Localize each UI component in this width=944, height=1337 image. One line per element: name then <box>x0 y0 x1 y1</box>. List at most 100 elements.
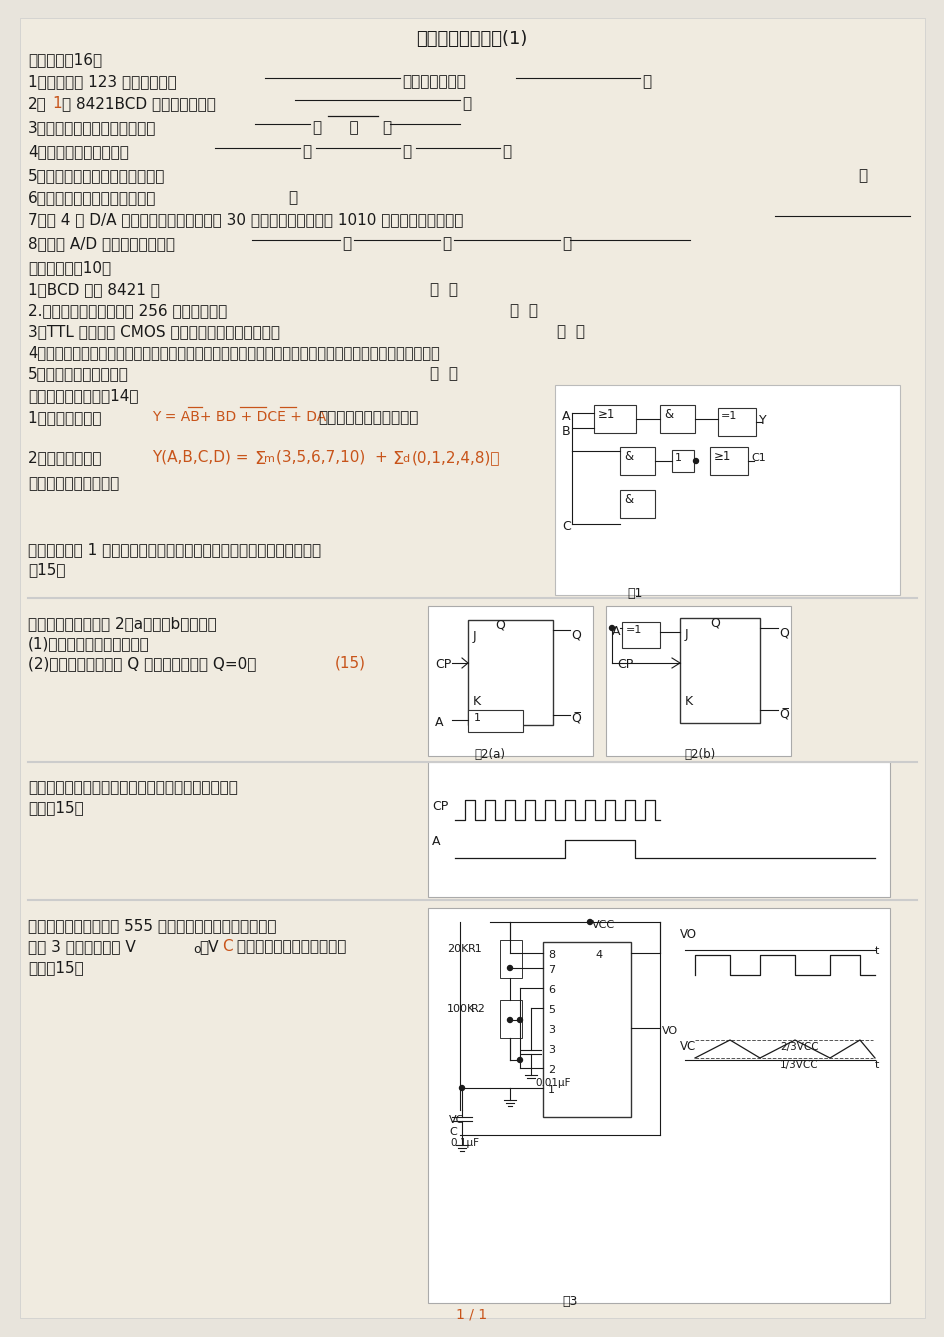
Bar <box>605 606 790 755</box>
Text: 1 / 1: 1 / 1 <box>456 1308 487 1322</box>
Text: (15): (15) <box>334 656 365 671</box>
Text: VO: VO <box>662 1025 678 1036</box>
Bar <box>621 622 659 648</box>
Text: Q: Q <box>495 618 504 631</box>
Bar <box>594 405 635 433</box>
Text: 七．用集成电路定时器 555 所构成的自激多谐振荡器电路: 七．用集成电路定时器 555 所构成的自激多谐振荡器电路 <box>28 919 277 933</box>
Text: R2: R2 <box>470 1004 485 1013</box>
Text: 5．描述触发器逻辑功能的方法有: 5．描述触发器逻辑功能的方法有 <box>28 168 165 183</box>
Text: （  ）: （ ） <box>430 366 458 381</box>
Text: 0.01μF: 0.01μF <box>534 1078 570 1088</box>
Text: ≥1: ≥1 <box>598 408 615 421</box>
Text: o: o <box>193 943 200 956</box>
Circle shape <box>459 1086 464 1091</box>
Text: A: A <box>434 717 443 729</box>
Bar <box>659 405 694 433</box>
Text: 五．触发器电路如图 2（a），（b）所示，: 五．触发器电路如图 2（a），（b）所示， <box>28 616 216 631</box>
Text: 六．试用触发器和门电路设计一个同步的五进制计数: 六．试用触发器和门电路设计一个同步的五进制计数 <box>28 779 238 796</box>
Text: （15）: （15） <box>28 562 65 578</box>
Text: B: B <box>562 425 570 439</box>
Bar <box>619 447 654 475</box>
Text: 6: 6 <box>548 985 554 995</box>
Text: 2/3VCC: 2/3VCC <box>779 1042 818 1052</box>
Text: Σ: Σ <box>392 451 403 468</box>
Text: t: t <box>874 947 879 956</box>
Text: VC: VC <box>448 1115 464 1124</box>
Text: 。: 。 <box>381 120 391 135</box>
Text: 图3: 图3 <box>562 1296 577 1308</box>
Text: 4．三态门的工作状态是: 4．三态门的工作状态是 <box>28 144 128 159</box>
Text: Q: Q <box>709 616 719 630</box>
Text: 二．判断题（10）: 二．判断题（10） <box>28 259 111 275</box>
Bar <box>499 940 521 977</box>
Bar <box>543 943 631 1116</box>
Text: 图2(b): 图2(b) <box>683 747 715 761</box>
Text: 1: 1 <box>548 1086 554 1095</box>
Text: Q̅: Q̅ <box>778 709 788 721</box>
Text: CP: CP <box>616 658 632 671</box>
Text: C: C <box>562 520 570 533</box>
Text: (0,1,2,4,8)，: (0,1,2,4,8)， <box>412 451 500 465</box>
Circle shape <box>693 459 698 464</box>
Text: 2: 2 <box>548 1066 554 1075</box>
Text: 是 8421BCD 码，其十进制为: 是 8421BCD 码，其十进制为 <box>62 96 215 111</box>
Text: 0.1μF: 0.1μF <box>449 1138 479 1148</box>
Text: (2)对应给定波形画出 Q 端波形（设初态 Q=0）: (2)对应给定波形画出 Q 端波形（设初态 Q=0） <box>28 656 256 671</box>
Text: 8．实现 A/D 转换的主要方法有: 8．实现 A/D 转换的主要方法有 <box>28 237 175 251</box>
Text: (1)写出触发器的次态方程；: (1)写出触发器的次态方程； <box>28 636 149 651</box>
Text: 2．: 2． <box>28 96 46 111</box>
Text: Y: Y <box>758 414 766 427</box>
Bar <box>428 762 889 897</box>
Text: 。: 。 <box>462 96 471 111</box>
Text: VCC: VCC <box>591 920 615 931</box>
Text: 2.八位二进制数可以表示 256 种不同状态。: 2.八位二进制数可以表示 256 种不同状态。 <box>28 303 227 318</box>
Text: 数字电子技术试卷(1): 数字电子技术试卷(1) <box>416 29 527 48</box>
Text: （  ）: （ ） <box>430 282 458 297</box>
Text: 1: 1 <box>674 453 682 463</box>
Text: VO: VO <box>680 928 697 941</box>
Text: m: m <box>263 455 275 464</box>
Text: &: & <box>623 493 632 505</box>
Text: 率。（15）: 率。（15） <box>28 960 84 975</box>
Bar <box>709 447 748 475</box>
Text: ，: ， <box>312 120 321 135</box>
Text: =1: =1 <box>625 624 642 635</box>
Text: 1．十进制数 123 的二进制数是: 1．十进制数 123 的二进制数是 <box>28 74 177 90</box>
Text: 1．用公式法化简: 1．用公式法化简 <box>28 410 107 425</box>
Bar <box>467 710 522 731</box>
Text: ，: ， <box>342 237 351 251</box>
Bar <box>671 451 693 472</box>
Text: (3,5,6,7,10)  +: (3,5,6,7,10) + <box>276 451 387 465</box>
Text: R1: R1 <box>467 944 482 955</box>
Text: 4．多个三态门的输出端相连于一总线上，使用时须只让一个三态门传送信号，其他门处于高阻状态。（）: 4．多个三态门的输出端相连于一总线上，使用时须只让一个三态门传送信号，其他门处于… <box>28 345 439 360</box>
Text: J: J <box>473 630 476 643</box>
Text: 。: 。 <box>857 168 867 183</box>
Circle shape <box>507 1017 512 1023</box>
Text: 如图 3 所示，试画出 V: 如图 3 所示，试画出 V <box>28 939 136 955</box>
Text: 7．设 4 位 D/A 转换器的满度输出电压位 30 伏，则输入数字量为 1010 时的输出模拟电压为: 7．设 4 位 D/A 转换器的满度输出电压位 30 伏，则输入数字量为 101… <box>28 213 463 227</box>
Text: t: t <box>874 1060 879 1070</box>
Text: 5．计数器可作分频器。: 5．计数器可作分频器。 <box>28 366 128 381</box>
Text: CP: CP <box>431 800 447 813</box>
Text: 4: 4 <box>595 951 601 960</box>
Text: K: K <box>473 695 480 709</box>
Text: ，化为最简与或表达式。: ，化为最简与或表达式。 <box>318 410 418 425</box>
Bar <box>499 1000 521 1038</box>
Circle shape <box>609 626 614 631</box>
Text: 3: 3 <box>548 1046 554 1055</box>
Text: 图2(a): 图2(a) <box>474 747 505 761</box>
Text: 7: 7 <box>548 965 554 975</box>
Text: ≥1: ≥1 <box>714 451 731 463</box>
Text: 1: 1 <box>52 96 61 111</box>
Bar <box>428 908 889 1304</box>
Circle shape <box>507 965 512 971</box>
Text: 1/3VCC: 1/3VCC <box>779 1060 818 1070</box>
Text: 8: 8 <box>548 951 554 960</box>
Text: 20K: 20K <box>447 944 468 955</box>
Bar <box>554 385 899 595</box>
Text: 3．TTL 与非门与 CMOS 与非门的逻辑功能不一样。: 3．TTL 与非门与 CMOS 与非门的逻辑功能不一样。 <box>28 324 279 340</box>
Text: 的工作波形，并求出振荡频: 的工作波形，并求出振荡频 <box>232 939 346 955</box>
Circle shape <box>517 1017 522 1023</box>
Text: VC: VC <box>680 1040 696 1054</box>
Text: K: K <box>684 695 692 709</box>
